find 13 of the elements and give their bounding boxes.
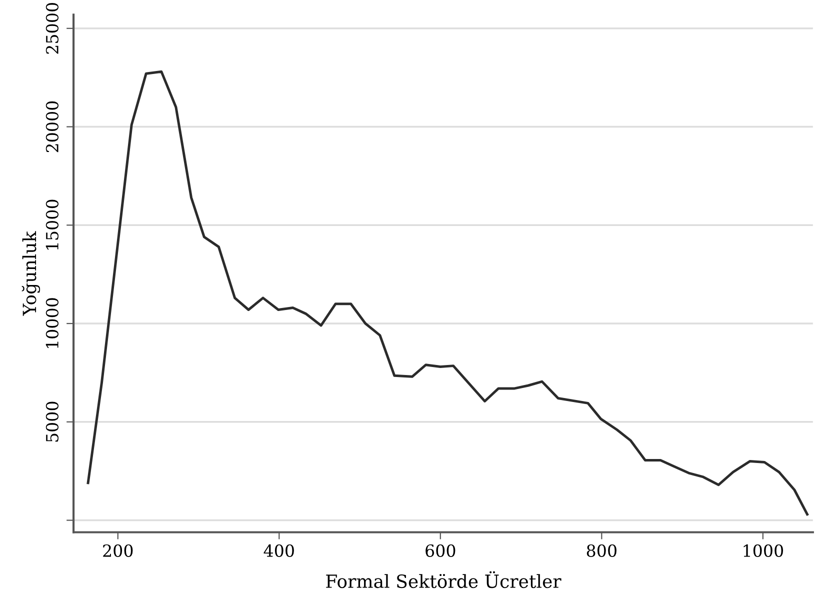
x-tick-label: 400 [264, 544, 294, 557]
x-axis-title: Formal Sektörde Ücretler [326, 571, 562, 588]
x-tick-label: 600 [426, 544, 456, 557]
line-series [86, 70, 809, 516]
y-tick-label: 5000 [46, 402, 58, 442]
y-axis-title: Yoğunluk [22, 231, 40, 316]
y-tick-label: 10000 [46, 298, 58, 348]
x-tick-label: 800 [586, 544, 616, 557]
y-tick-label: 15000 [46, 200, 58, 250]
x-tick-label: 200 [103, 544, 133, 557]
y-tick-label: 25000 [46, 2, 58, 54]
y-tick-label: 20000 [46, 101, 58, 152]
x-tick-label: 1000 [744, 544, 784, 557]
